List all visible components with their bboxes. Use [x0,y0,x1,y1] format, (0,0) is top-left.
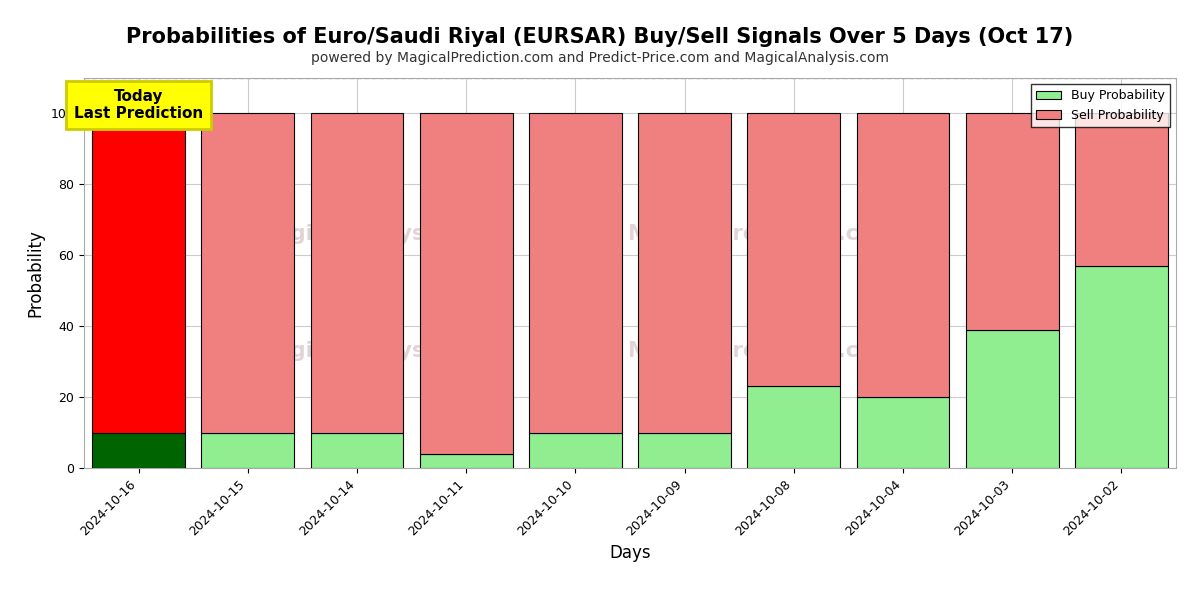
Text: MagicalPrediction.com: MagicalPrediction.com [628,341,895,361]
Bar [638,433,731,468]
Text: MagicalAnalysis.com: MagicalAnalysis.com [257,224,502,244]
Bar [857,397,949,468]
Bar [202,433,294,468]
Bar [420,454,512,468]
Text: MagicalAnalysis.com: MagicalAnalysis.com [257,341,502,361]
Bar [1075,266,1168,468]
Bar [202,113,294,433]
Bar [966,330,1058,468]
Bar [857,113,949,397]
Text: MagicalPrediction.com: MagicalPrediction.com [628,224,895,244]
Bar [966,113,1058,330]
Text: Probabilities of Euro/Saudi Riyal (EURSAR) Buy/Sell Signals Over 5 Days (Oct 17): Probabilities of Euro/Saudi Riyal (EURSA… [126,27,1074,47]
Text: Today
Last Prediction: Today Last Prediction [74,89,203,121]
Bar [1075,113,1168,266]
Y-axis label: Probability: Probability [26,229,44,317]
Bar [311,433,403,468]
Bar [420,113,512,454]
Bar [748,386,840,468]
Bar [529,433,622,468]
Text: powered by MagicalPrediction.com and Predict-Price.com and MagicalAnalysis.com: powered by MagicalPrediction.com and Pre… [311,51,889,65]
Bar [748,113,840,386]
Bar [92,433,185,468]
Bar [92,113,185,433]
Bar [529,113,622,433]
Legend: Buy Probability, Sell Probability: Buy Probability, Sell Probability [1031,84,1170,127]
Bar [638,113,731,433]
Bar [311,113,403,433]
X-axis label: Days: Days [610,544,650,562]
